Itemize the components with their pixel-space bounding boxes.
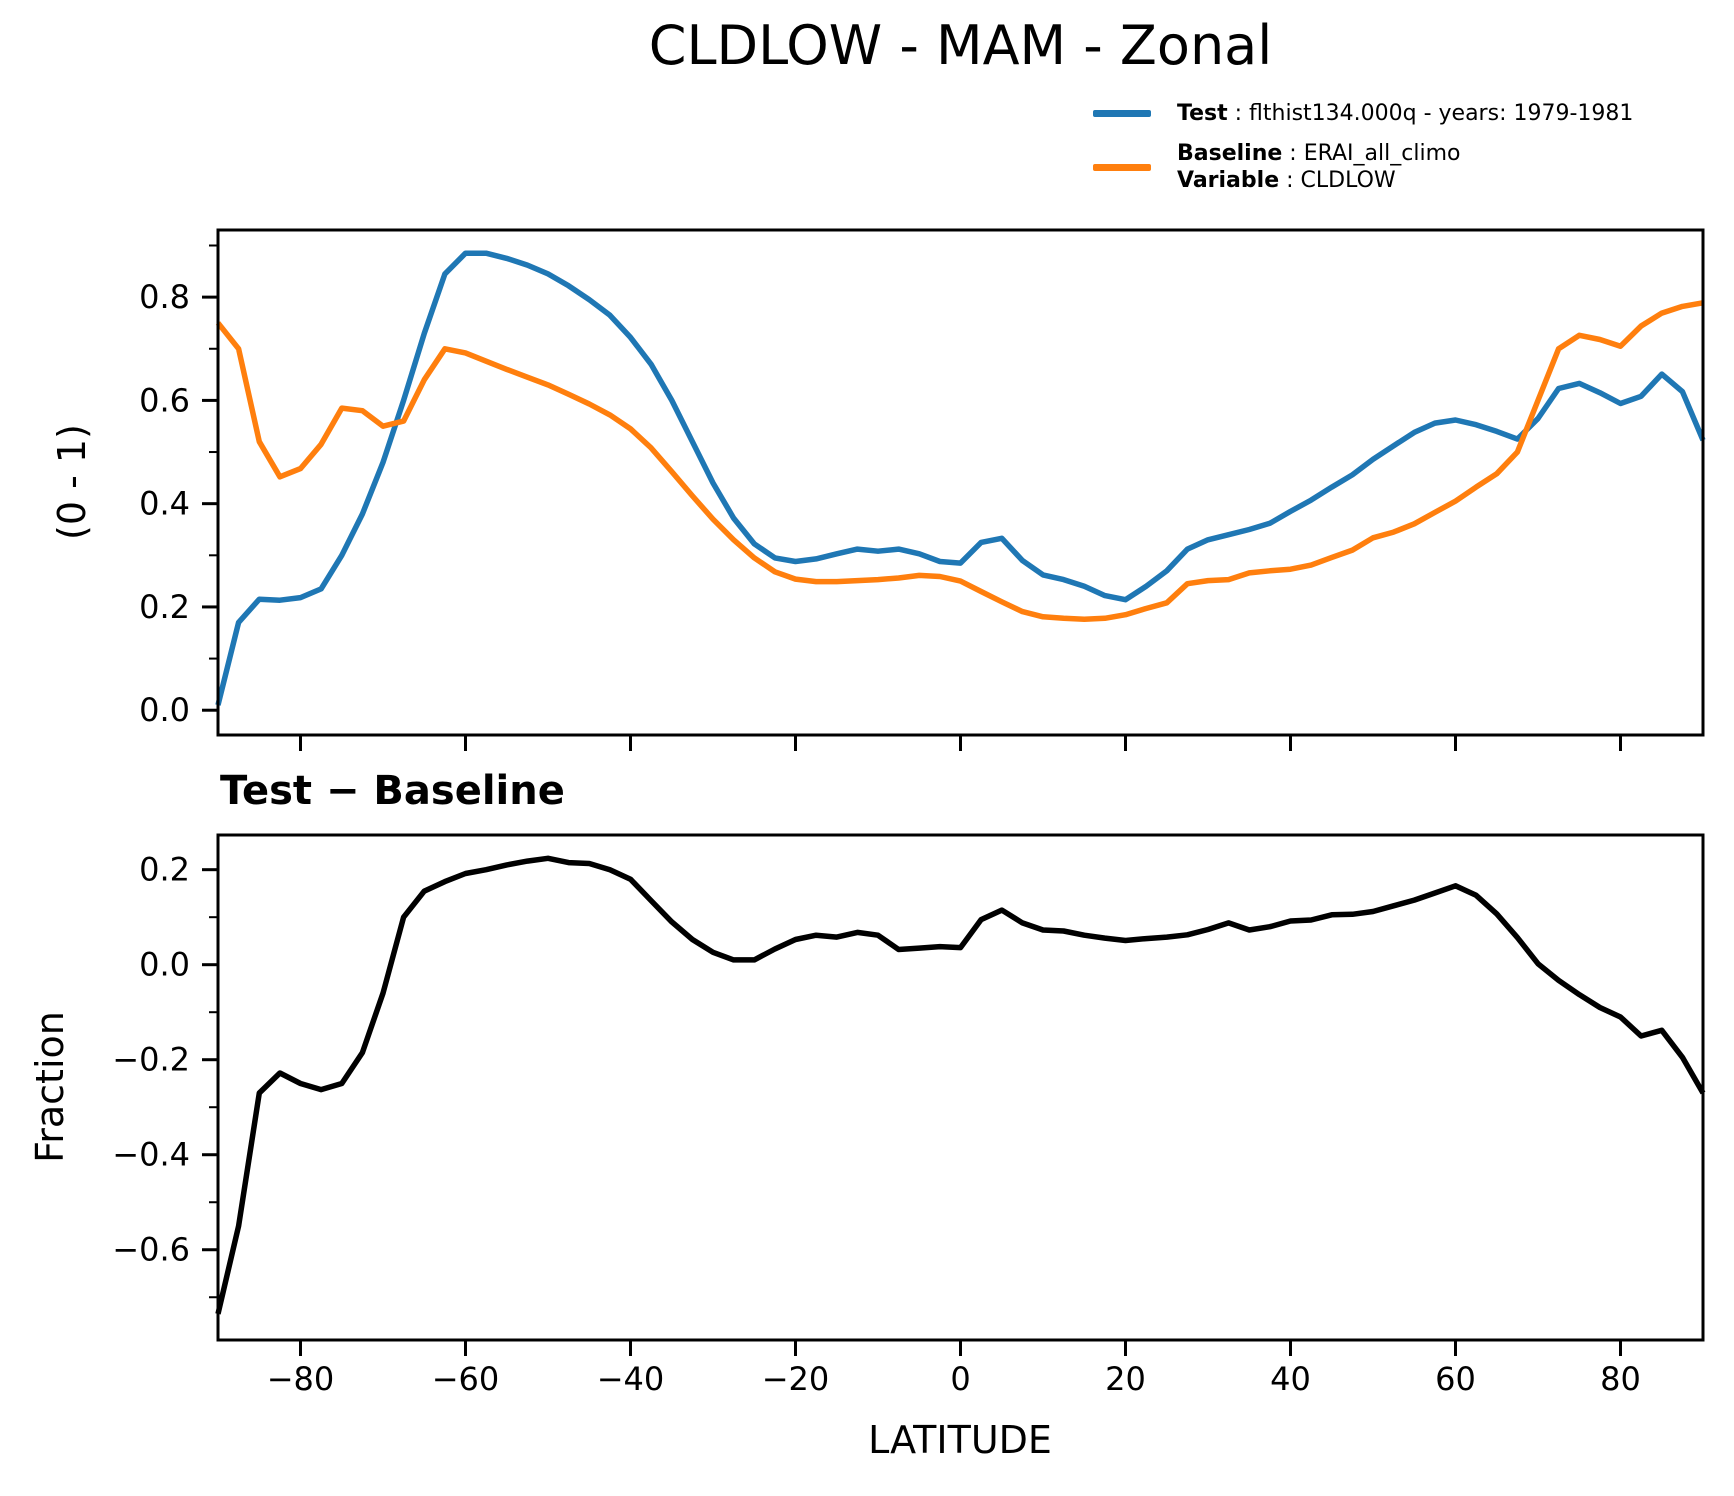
series-line-test-baseline	[215, 855, 1706, 1315]
y-tick-label: 0.2	[139, 851, 190, 889]
x-axis-label: LATITUDE	[868, 1418, 1052, 1462]
test-line-swatch	[1093, 110, 1151, 118]
y-tick-label: 0.2	[139, 588, 190, 626]
panel-2-spines	[216, 833, 1705, 1342]
series-line-baseline	[215, 300, 1704, 623]
legend-variable-value: CLDLOW	[1300, 168, 1396, 193]
x-tick-label: 20	[1105, 1360, 1146, 1398]
x-tick-label: 40	[1270, 1360, 1311, 1398]
legend-entry-baseline: Baseline : ERAI_all_climo Variable : CLD…	[1093, 140, 1633, 195]
legend-baseline-label: Baseline	[1177, 140, 1283, 166]
legend: Test : flthist134.000q - years: 1979-198…	[1093, 100, 1633, 195]
difference-panel-title: Test − Baseline	[220, 768, 565, 814]
top-panel-ylabel: (0 - 1)	[50, 424, 94, 540]
legend-separator: :	[1227, 101, 1250, 126]
legend-variable-label: Variable	[1177, 168, 1280, 193]
y-tick-label: 0.8	[139, 278, 190, 316]
x-tick-label: 60	[1435, 1360, 1476, 1398]
bottom-panel-ylabel: Fraction	[28, 1011, 72, 1163]
x-tick-label: −80	[267, 1360, 335, 1398]
baseline-line-swatch	[1093, 163, 1151, 171]
y-tick-label: −0.2	[112, 1041, 190, 1079]
x-tick-label: −40	[597, 1360, 665, 1398]
legend-test-value: flthist134.000q - years: 1979-1981	[1249, 101, 1634, 126]
legend-test-label: Test	[1177, 101, 1228, 126]
legend-entry-test: Test : flthist134.000q - years: 1979-198…	[1093, 100, 1633, 128]
y-tick-label: 0.4	[139, 485, 190, 523]
y-tick-label: 0.0	[139, 691, 190, 729]
x-tick-label: 0	[950, 1360, 970, 1398]
x-tick-label: −60	[432, 1360, 500, 1398]
x-tick-label: 80	[1600, 1360, 1641, 1398]
y-tick-label: 0.0	[139, 946, 190, 984]
page-title: CLDLOW - MAM - Zonal	[648, 14, 1273, 77]
y-tick-label: −0.6	[112, 1231, 190, 1269]
legend-separator: :	[1282, 140, 1304, 166]
x-tick-label: −20	[762, 1360, 830, 1398]
y-tick-label: −0.4	[112, 1136, 190, 1174]
legend-separator: :	[1279, 168, 1301, 193]
legend-baseline-value: ERAI_all_climo	[1303, 140, 1461, 166]
y-tick-label: 0.6	[139, 381, 190, 419]
series-line-test	[215, 250, 1706, 706]
